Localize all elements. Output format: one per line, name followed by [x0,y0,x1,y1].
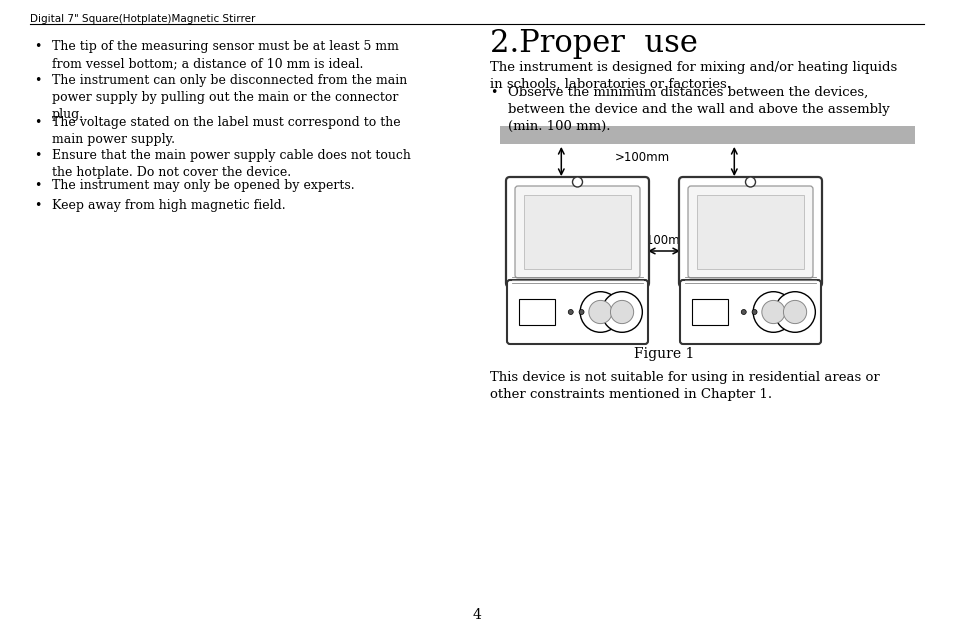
Bar [499,126,914,144]
Circle shape [568,310,573,314]
Text: The instrument can only be disconnected from the main
power supply by pulling ou: The instrument can only be disconnected … [52,74,407,121]
Circle shape [761,300,784,324]
Circle shape [572,177,582,187]
Circle shape [610,300,633,324]
Text: The voltage stated on the label must correspond to the
main power supply.: The voltage stated on the label must cor… [52,116,400,146]
Bar [523,195,630,269]
Circle shape [782,300,806,324]
Text: 2.Proper  use: 2.Proper use [490,28,698,59]
Text: Figure 1: Figure 1 [633,347,694,361]
Circle shape [579,292,620,332]
FancyBboxPatch shape [505,177,648,287]
Circle shape [740,310,745,314]
Text: •: • [34,199,42,212]
FancyBboxPatch shape [515,186,639,278]
FancyBboxPatch shape [679,177,821,287]
Text: Digital 7" Square(Hotplate)Magnetic Stirrer: Digital 7" Square(Hotplate)Magnetic Stir… [30,14,255,24]
Text: Keep away from high magnetic field.: Keep away from high magnetic field. [52,199,285,212]
Text: The instrument is designed for mixing and/or heating liquids
in schools, laborat: The instrument is designed for mixing an… [490,61,897,91]
Text: •: • [34,116,42,129]
Text: >100mm: >100mm [615,151,670,164]
Circle shape [774,292,815,332]
Text: This device is not suitable for using in residential areas or
other constraints : This device is not suitable for using in… [490,371,879,401]
Text: •: • [490,86,497,99]
FancyBboxPatch shape [687,186,812,278]
Circle shape [601,292,641,332]
Text: •: • [34,149,42,162]
Text: The tip of the measuring sensor must be at least 5 mm
from vessel bottom; a dist: The tip of the measuring sensor must be … [52,40,398,70]
Bar [518,299,554,325]
Text: The instrument may only be opened by experts.: The instrument may only be opened by exp… [52,179,355,192]
Circle shape [744,177,755,187]
Text: Ensure that the main power supply cable does not touch
the hotplate. Do not cove: Ensure that the main power supply cable … [52,149,411,179]
Text: •: • [34,40,42,53]
Circle shape [588,300,612,324]
Circle shape [752,292,793,332]
Text: Observe the minimum distances between the devices,
between the device and the wa: Observe the minimum distances between th… [507,86,889,133]
Bar [697,195,803,269]
Text: 4: 4 [472,608,481,622]
Circle shape [578,310,583,314]
Circle shape [751,310,757,314]
Text: •: • [34,179,42,192]
Bar [692,299,727,325]
FancyBboxPatch shape [679,280,821,344]
Text: >100mm: >100mm [636,234,691,247]
FancyBboxPatch shape [506,280,647,344]
Text: •: • [34,74,42,87]
